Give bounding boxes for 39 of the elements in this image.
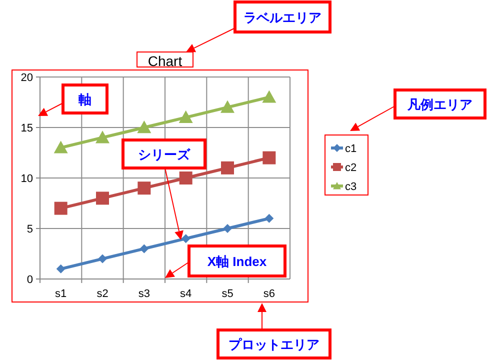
point: [140, 244, 149, 254]
text: プロットエリア: [228, 337, 320, 352]
chart-title: Chart: [148, 53, 182, 69]
x-tick-label: s4: [180, 288, 192, 300]
y-tick-label: 10: [20, 173, 33, 185]
y-tick-label: 5: [26, 224, 33, 236]
point: [221, 161, 234, 174]
legend-label: c3: [345, 181, 357, 193]
x-tick-label: s6: [263, 288, 275, 300]
point: [262, 90, 276, 103]
point: [56, 264, 66, 274]
y-tick-label: 20: [20, 72, 33, 84]
x-tick-label: s2: [96, 288, 108, 300]
x-tick-label: s5: [222, 288, 234, 300]
text: 凡例エリア: [406, 97, 472, 112]
point: [220, 100, 234, 113]
y-tick-label: 0: [26, 274, 33, 286]
annotation: シリーズ: [138, 147, 191, 162]
annotation: 軸: [78, 92, 92, 107]
point: [178, 110, 193, 123]
point: [54, 140, 68, 154]
point: [181, 234, 190, 244]
point: [223, 224, 232, 233]
point: [96, 130, 110, 144]
legend-label: c2: [345, 162, 357, 174]
x-tick-label: s1: [55, 288, 67, 300]
point: [137, 120, 152, 134]
y-tick-label: 15: [20, 122, 33, 134]
point: [138, 182, 151, 195]
text: ラベルエリア: [244, 10, 322, 25]
point: [96, 192, 109, 205]
point: [262, 151, 276, 164]
annotation: X軸 Index: [207, 254, 268, 269]
point: [98, 254, 107, 264]
legend-label: c1: [345, 143, 357, 155]
point: [264, 214, 274, 223]
x-tick-label: s3: [138, 288, 150, 300]
point: [54, 202, 68, 215]
point: [179, 172, 192, 184]
